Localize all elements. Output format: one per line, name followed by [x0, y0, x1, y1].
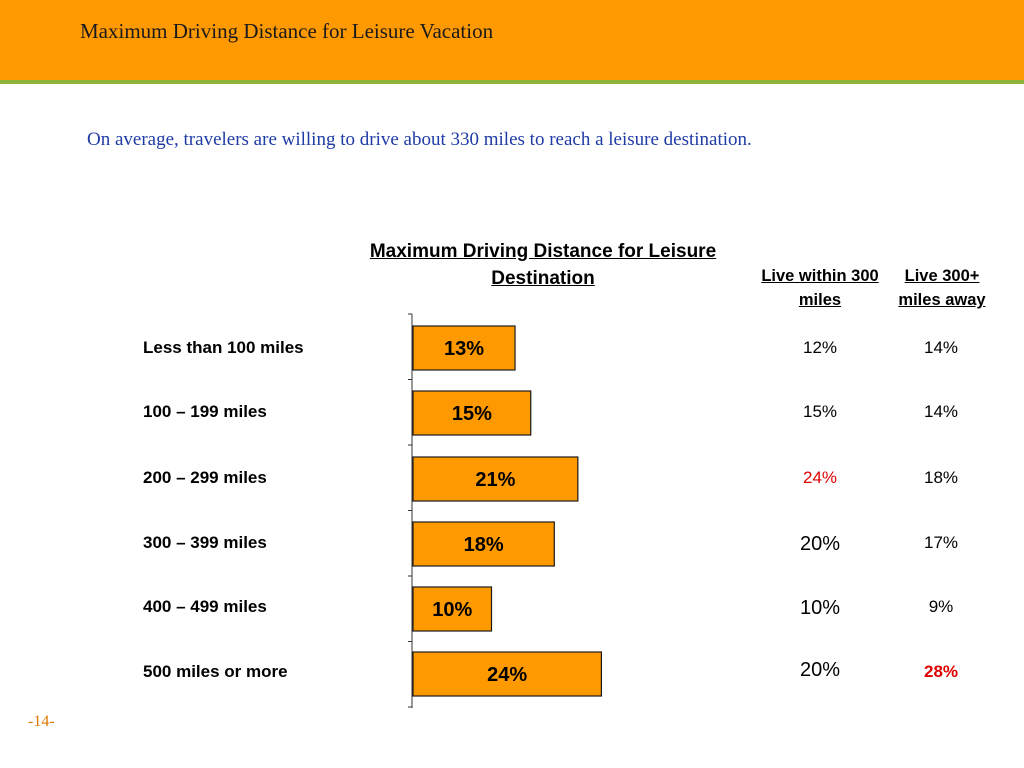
bar — [412, 325, 516, 371]
bar-value-label: 13% — [444, 338, 484, 360]
bar — [412, 521, 555, 567]
live-within-value: 20% — [799, 533, 841, 555]
page-title: Maximum Driving Distance for Leisure Vac… — [80, 19, 494, 43]
page-number: -14- — [28, 713, 55, 730]
live-away-value: 28% — [923, 662, 959, 681]
row-label: 100 – 199 miles — [143, 402, 267, 421]
row-label: 300 – 399 miles — [143, 533, 267, 552]
live-within-value: 20% — [799, 659, 841, 681]
row-label: 200 – 299 miles — [143, 468, 267, 487]
live-within-value: 12% — [802, 338, 838, 357]
bar-value-label: 18% — [464, 534, 504, 556]
bar-value-label: 24% — [487, 664, 527, 686]
header-band — [0, 0, 1024, 80]
live-away-value: 17% — [923, 533, 959, 552]
live-within-value: 10% — [799, 597, 841, 619]
row-label: 500 miles or more — [143, 662, 288, 681]
subtitle: On average, travelers are willing to dri… — [87, 129, 752, 150]
bar — [412, 586, 493, 632]
bar-value-label: 15% — [452, 403, 492, 425]
live-within-value: 15% — [802, 402, 838, 421]
bar-chart: 13% 15% 21% 18% 10% 24% — [408, 313, 602, 708]
live-away-value: 14% — [923, 402, 959, 421]
live-away-value: 14% — [923, 338, 959, 357]
live-away-value: 18% — [923, 468, 959, 487]
header-divider — [0, 80, 1024, 84]
column-header-live-away: Live 300+ miles away — [898, 267, 986, 309]
live-within-value: 24% — [802, 468, 838, 487]
bar-value-label: 21% — [475, 469, 515, 491]
row-label: 400 – 499 miles — [143, 597, 267, 616]
chart-title: Maximum Driving Distance for Leisure Des… — [369, 241, 717, 289]
bar-value-label: 10% — [432, 599, 472, 621]
row-label: Less than 100 miles — [143, 338, 304, 357]
bar — [412, 651, 602, 697]
bar — [412, 390, 532, 436]
column-header-live-within: Live within 300 miles — [761, 267, 879, 309]
live-away-value: 9% — [928, 597, 954, 616]
bar — [412, 456, 579, 502]
